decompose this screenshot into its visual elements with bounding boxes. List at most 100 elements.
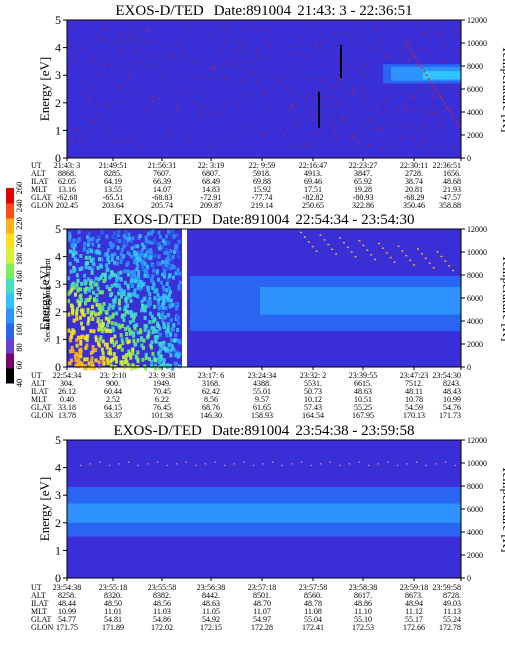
table-cell: 170.13 <box>403 411 425 420</box>
count-speck <box>290 106 291 107</box>
flux-cell <box>144 324 147 328</box>
trace-dot <box>409 260 411 261</box>
flux-cell <box>158 360 161 364</box>
count-speck <box>115 102 116 103</box>
count-speck <box>79 138 80 139</box>
count-speck <box>165 47 166 48</box>
count-speck <box>224 78 225 79</box>
flux-cell <box>117 246 120 250</box>
count-speck <box>315 134 316 135</box>
trace-dot <box>435 463 436 464</box>
flux-cell <box>178 364 181 368</box>
flux-cell <box>167 295 170 299</box>
count-speck <box>335 105 336 106</box>
flux-cell <box>106 285 109 289</box>
count-speck <box>240 132 241 133</box>
spike <box>340 45 342 78</box>
count-speck <box>384 111 385 112</box>
colorbar-tick: 80 <box>14 343 24 352</box>
flux-cell <box>98 323 101 327</box>
flux-cell <box>107 319 110 323</box>
flux-cell <box>156 293 159 297</box>
count-speck <box>183 52 184 53</box>
flux-cell <box>80 322 83 326</box>
trace-dot <box>451 114 453 116</box>
flux-cell <box>83 280 86 284</box>
flux-cell <box>101 348 104 352</box>
count-speck <box>404 105 405 106</box>
count-speck <box>73 63 74 64</box>
trace-dot <box>426 465 427 466</box>
flux-cell <box>131 352 134 356</box>
y-tick-label: 1 <box>55 332 61 346</box>
flux-cell <box>94 348 97 352</box>
flux-cell <box>176 328 179 332</box>
y2-tick-label: 4000 <box>467 108 483 117</box>
flux-cell <box>87 321 90 325</box>
count-speck <box>149 30 150 31</box>
flux-cell <box>68 232 71 236</box>
flux-cell <box>76 344 79 348</box>
count-speck <box>291 46 292 47</box>
count-speck <box>371 121 372 122</box>
trace-dot <box>80 465 81 466</box>
flux-cell <box>104 277 107 281</box>
trace-dot <box>355 256 357 257</box>
flux-cell <box>122 244 125 248</box>
count-speck <box>266 93 267 94</box>
flux-cell <box>141 358 144 362</box>
flux-cell <box>84 301 87 305</box>
count-speck <box>289 110 290 111</box>
trace-dot <box>331 249 333 250</box>
trace-dot <box>351 251 353 252</box>
count-speck <box>290 115 291 116</box>
flux-cell <box>172 276 175 280</box>
flux-cell <box>89 295 92 299</box>
count-speck <box>423 115 424 116</box>
flux-cell <box>75 239 78 243</box>
table-cell: 171.73 <box>439 411 461 420</box>
trace-dot <box>327 244 329 245</box>
flux-cell <box>70 331 73 335</box>
count-speck <box>368 110 369 111</box>
flux-cell <box>173 339 176 343</box>
flux-cell <box>157 301 160 305</box>
y-tick-label: 2 <box>55 516 61 530</box>
count-speck <box>141 60 142 61</box>
flux-cell <box>88 288 91 292</box>
count-speck <box>360 37 361 38</box>
count-speck <box>199 75 200 76</box>
flux-cell <box>80 266 83 270</box>
count-speck <box>221 28 222 29</box>
count-speck <box>267 41 268 42</box>
count-speck <box>151 56 152 57</box>
flux-cell <box>150 256 153 260</box>
count-speck <box>408 96 409 97</box>
flux-cell <box>177 354 180 358</box>
count-speck <box>174 54 175 55</box>
trace-dot <box>90 463 91 464</box>
count-speck <box>252 126 253 127</box>
table-cell: 13.78 <box>58 411 76 420</box>
trace-dot <box>378 463 379 464</box>
count-speck <box>376 27 377 28</box>
flux-cell <box>167 230 170 234</box>
flux-cell <box>162 265 165 269</box>
colorbar-tick: 120 <box>14 306 24 319</box>
flux-cell <box>148 292 151 296</box>
flux-cell <box>157 278 160 282</box>
count-speck <box>326 39 327 40</box>
flux-cell <box>147 334 150 338</box>
flux-cell <box>88 362 91 366</box>
colorbar-swatch <box>6 218 14 234</box>
count-speck <box>386 56 387 57</box>
flux-cell <box>128 233 131 237</box>
flux-cell <box>111 306 114 310</box>
flux-cell <box>164 315 167 319</box>
count-speck <box>456 53 457 54</box>
trace-dot <box>417 60 419 62</box>
flux-cell <box>130 299 133 303</box>
count-speck <box>139 40 140 41</box>
flux-cell <box>98 343 101 347</box>
count-speck <box>128 74 129 75</box>
